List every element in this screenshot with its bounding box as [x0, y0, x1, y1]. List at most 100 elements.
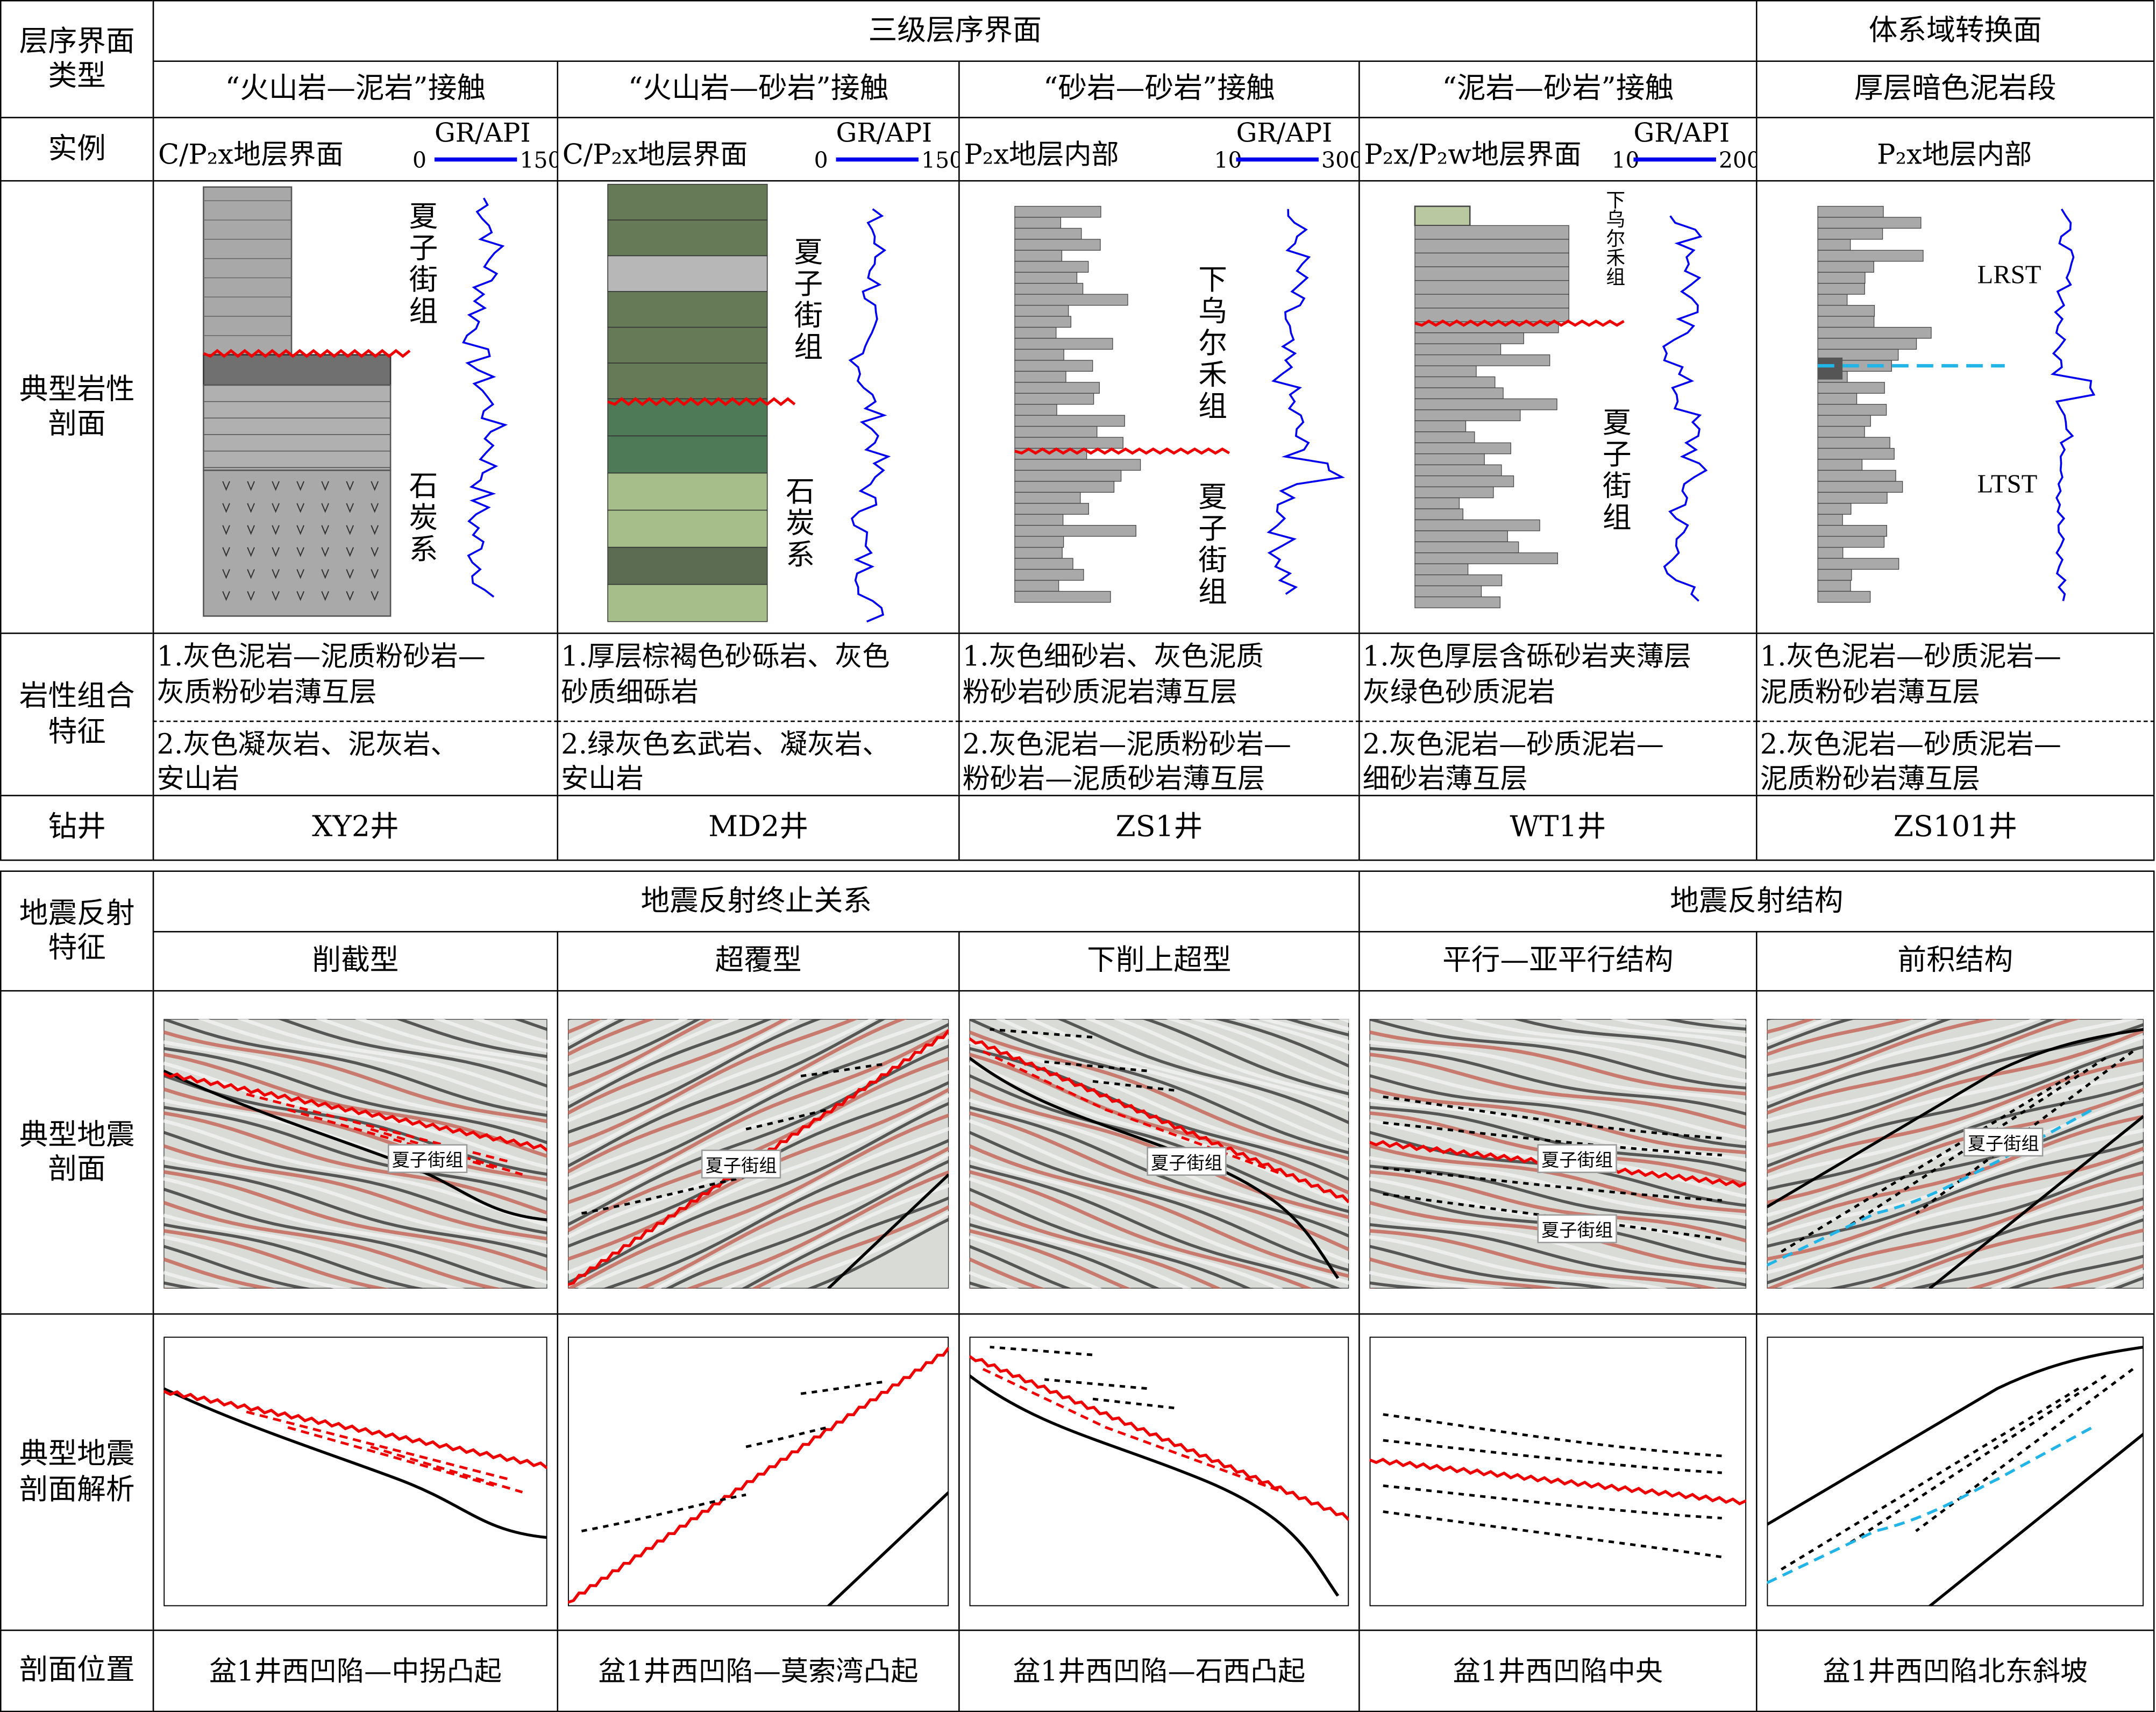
andesite-symbol: [272, 569, 280, 579]
seismic-reflector: [969, 1053, 1349, 1195]
interface-type: “火山岩—砂岩”接触: [557, 60, 960, 118]
andesite-symbol: [371, 547, 379, 557]
andesite-symbol: [247, 591, 255, 601]
seismic-reflector: [567, 1019, 943, 1181]
seismic-reflector: [741, 1196, 949, 1289]
row-label-interp: 典型地震剖面解析: [0, 1313, 154, 1631]
gr-label: GR/API: [434, 118, 531, 149]
onlap-arrow-line: [1847, 1374, 2107, 1545]
rock-layer: [607, 398, 768, 437]
seismic-reflector: [1369, 1098, 1747, 1162]
interp-frame: [163, 1337, 547, 1607]
formation-tag: 夏子街组: [1537, 1214, 1617, 1244]
rock-layer: [1414, 343, 1502, 356]
onlap-arrow-line: [1915, 1368, 2134, 1532]
andesite-symbol: [272, 547, 280, 557]
seismic-reflector: [163, 1144, 547, 1241]
seismic-reflector: [567, 1028, 949, 1204]
seismic-reflector: [1767, 1022, 2144, 1134]
row-label-section: 典型地震剖面: [0, 990, 154, 1315]
rock-layer: [1414, 486, 1494, 499]
andesite-symbol: [296, 481, 304, 491]
seismic-reflector: [2006, 1254, 2144, 1289]
rock-layer: [1014, 272, 1078, 284]
rock-layer: [1414, 552, 1559, 564]
seismic-reflector: [1369, 1170, 1747, 1243]
seismic-reflector: [969, 1213, 1192, 1289]
seismic-reflector: [315, 1019, 547, 1075]
limestone-layer: [203, 384, 392, 471]
rock-layer: [1014, 536, 1064, 548]
seismic-reflector: [1767, 1019, 2081, 1115]
rock-layer: [1014, 228, 1082, 240]
feature-2-line-2: 粉砂岩—泥质砂岩薄互层: [962, 762, 1265, 795]
rock-layer: [607, 363, 768, 400]
rock-layer: [607, 546, 768, 585]
seismic-section-image: [1767, 1019, 2144, 1289]
sequence-boundary: [567, 1347, 949, 1604]
seismic-reflector: [1767, 1058, 2144, 1174]
sequence-boundary: [163, 1072, 547, 1152]
seismic-reflector: [1610, 1019, 1747, 1038]
rock-layer: [1414, 332, 1524, 344]
seismic-reflector: [685, 1170, 949, 1289]
lithology-column-wt1: [1414, 205, 1708, 608]
well-name: WT1井: [1358, 794, 1757, 861]
truncation-line: [246, 1410, 509, 1481]
seismic-reflector: [1826, 1197, 2144, 1289]
sequence-boundary: [969, 1355, 1349, 1521]
seismic-reflector: [354, 1019, 547, 1065]
formation-label: 夏子街组: [791, 236, 824, 363]
gr-label: GR/API: [1236, 118, 1333, 149]
seismic-reflector: [1511, 1019, 1747, 1059]
rock-layer: [1414, 387, 1504, 400]
unconformity-line: [827, 1491, 949, 1607]
onlap-arrow-line: [1092, 1079, 1175, 1092]
andesite-symbol: [272, 481, 280, 491]
feature-1-line-2: 灰质粉砂岩薄互层: [156, 675, 377, 708]
seismic-reflector: [1369, 1164, 1747, 1230]
interpretation-diagram: [969, 1337, 1349, 1607]
feature-1-line-1: 1.灰色泥岩—砂质泥岩—: [1760, 639, 2061, 673]
seismic-reflector: [567, 1113, 949, 1289]
andesite-symbol: [346, 591, 354, 601]
seismic-reflector: [1767, 1019, 1998, 1091]
onlap-arrow-line: [1383, 1167, 1722, 1202]
andesite-symbol: [272, 525, 280, 535]
rock-layer: [1014, 360, 1093, 372]
seismic-reflector: [1461, 1019, 1747, 1073]
feature-divider: [1358, 720, 1757, 722]
formation-tag: 夏子街组: [1537, 1144, 1617, 1173]
onlap-arrow-line: [800, 1063, 884, 1077]
rock-layer: [607, 219, 768, 257]
rock-layer: [1014, 525, 1136, 537]
seismic-reflector: [969, 1188, 1253, 1289]
sequence-boundary: [1369, 1458, 1747, 1505]
seismic-reflector: [969, 1245, 1073, 1289]
rock-layer: [1414, 563, 1469, 576]
feature-2-line-2: 安山岩: [561, 762, 644, 795]
lithology-column-xy2: [203, 186, 508, 617]
rock-layer: [1817, 404, 1887, 416]
seismic-reflector: [1767, 1160, 2144, 1284]
rock-layer: [1414, 376, 1496, 388]
seismic-reflector: [602, 1139, 949, 1289]
rock-layer: [1014, 217, 1062, 229]
andesite-symbol: [321, 503, 330, 513]
lithology-features-cell: [1358, 633, 1757, 797]
seismic-reflector: [721, 1183, 949, 1289]
onlap-arrow-line: [1383, 1095, 1722, 1140]
rock-layer: [1817, 205, 1884, 218]
rock-layer: [1414, 497, 1460, 509]
sequence-boundary: [969, 1037, 1349, 1204]
seismic-reflector: [163, 1188, 540, 1289]
boundary-line: [607, 397, 796, 406]
rock-layer: [1014, 316, 1072, 328]
well-name: ZS1井: [958, 794, 1360, 861]
reflection-type: 平行—亚平行结构: [1358, 930, 1757, 992]
sequence-boundary: [163, 1390, 547, 1469]
feature-2-line-1: 2.灰色凝灰岩、泥灰岩、: [156, 727, 458, 761]
seismic-reflector: [163, 1228, 391, 1289]
seismic-reflector: [1369, 1213, 1747, 1278]
